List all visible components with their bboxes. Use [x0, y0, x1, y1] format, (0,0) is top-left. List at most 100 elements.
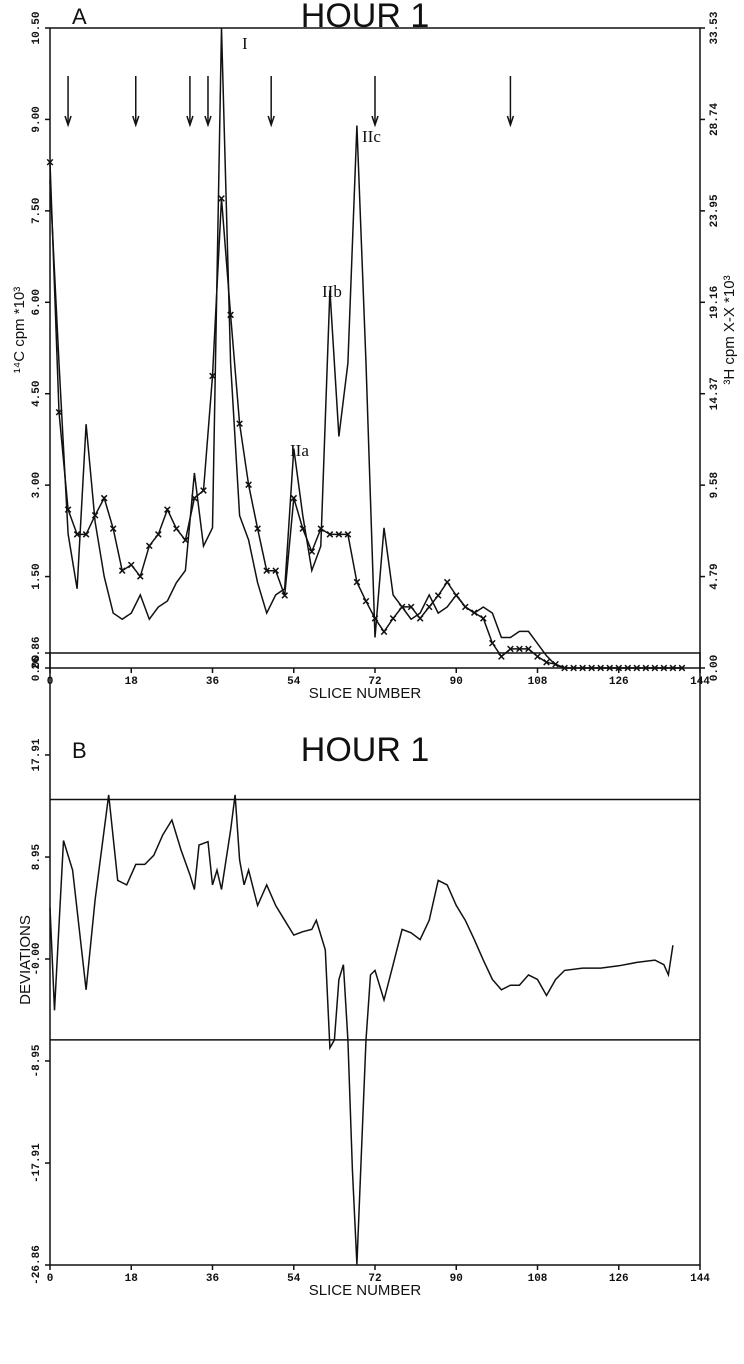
x-marker	[480, 615, 487, 622]
y-axis-label: ¹⁴C cpm *10³	[11, 287, 28, 373]
x-marker	[660, 664, 668, 672]
x-tick-label: 36	[206, 1273, 219, 1285]
x-marker	[281, 592, 289, 599]
x-marker	[651, 664, 659, 672]
y-tick-label: 10.50	[31, 11, 43, 44]
x-marker	[407, 603, 415, 611]
series-line	[49, 162, 682, 669]
x-axis-label: SLICE NUMBER	[309, 685, 422, 702]
x-marker	[272, 567, 280, 574]
x-marker	[534, 653, 541, 660]
x-marker	[507, 645, 514, 653]
x-marker	[46, 158, 54, 166]
x-marker	[182, 536, 189, 544]
arrow-head	[371, 115, 379, 128]
x-marker	[290, 494, 298, 502]
y-tick-label: 6.00	[31, 289, 43, 315]
x-tick-label: 90	[450, 1273, 463, 1285]
x-marker	[353, 578, 361, 586]
x-marker	[633, 664, 641, 672]
arrow-head	[132, 115, 140, 128]
y-tick-label: -8.95	[31, 1044, 43, 1077]
y2-tick-label: 19.16	[709, 286, 721, 319]
x-tick-label: 72	[368, 1273, 381, 1285]
x-marker	[371, 615, 379, 622]
peak-annotation: IIc	[362, 127, 381, 146]
x-marker	[516, 645, 523, 653]
series-line	[49, 794, 674, 1265]
x-tick-label: 108	[528, 1273, 548, 1285]
x-tick-label: 90	[450, 676, 463, 688]
peak-annotation: IIa	[290, 441, 309, 460]
x-marker	[236, 420, 243, 428]
x-tick-label: 54	[287, 1273, 301, 1285]
x-marker	[91, 511, 99, 519]
arrow-head	[186, 115, 194, 128]
y-tick-label: 1.50	[31, 563, 43, 589]
chart-title: HOUR 1	[301, 0, 429, 35]
series-line	[49, 27, 682, 669]
x-marker	[308, 548, 316, 555]
x-marker	[227, 311, 234, 319]
y2-tick-label: 9.58	[709, 472, 721, 499]
x-tick-label: 36	[206, 676, 219, 688]
x-marker	[525, 645, 532, 653]
x-marker	[136, 573, 144, 580]
y-tick-label: -17.91	[31, 1143, 43, 1183]
arrow-head	[64, 115, 72, 128]
y-tick-label: 9.00	[31, 106, 43, 132]
x-marker	[579, 664, 586, 672]
panel-label: B	[72, 738, 87, 763]
chart-title: HOUR 1	[301, 731, 429, 769]
x-tick-label: 54	[287, 676, 301, 688]
x-marker	[561, 664, 568, 672]
x-marker	[82, 531, 90, 538]
peak-annotation: I	[242, 34, 248, 53]
x-tick-label: 144	[690, 1273, 710, 1285]
x-marker	[678, 664, 686, 672]
x-marker	[543, 658, 550, 666]
x-marker	[461, 603, 469, 611]
x-marker	[570, 664, 577, 672]
x-marker	[434, 592, 442, 599]
x-marker	[443, 578, 451, 586]
x-marker	[299, 525, 307, 532]
x-marker	[389, 615, 397, 622]
y2-tick-label: 14.37	[709, 377, 721, 410]
x-tick-label: 18	[125, 676, 139, 688]
y-tick-label: 8.95	[31, 843, 43, 870]
x-marker	[263, 567, 270, 574]
x-marker	[362, 597, 370, 605]
x-marker	[669, 664, 677, 672]
x-marker	[118, 567, 126, 574]
x-marker	[642, 664, 650, 672]
y-tick-label: 17.91	[31, 738, 43, 771]
x-tick-label: 72	[368, 676, 381, 688]
x-marker	[245, 481, 252, 489]
x-marker	[498, 653, 505, 660]
x-marker	[173, 525, 180, 532]
x-marker	[254, 525, 261, 532]
x-marker	[335, 531, 343, 538]
x-marker	[380, 628, 388, 636]
y-tick-label: -26.86	[31, 1245, 43, 1285]
y2-tick-label: 23.95	[709, 194, 721, 227]
panel-label: A	[72, 4, 87, 29]
x-marker	[164, 506, 171, 513]
x-marker	[326, 531, 334, 538]
y-tick-label: 7.50	[31, 198, 43, 224]
x-marker	[64, 506, 72, 513]
x-marker	[73, 531, 81, 538]
x-tick-label: 126	[609, 676, 629, 688]
x-marker	[145, 542, 153, 550]
x-marker	[425, 603, 433, 611]
x-marker	[218, 195, 225, 202]
x-tick-label: 126	[609, 1273, 629, 1285]
x-marker	[155, 531, 162, 538]
x-tick-label: 0	[47, 1273, 54, 1285]
x-marker	[624, 664, 632, 672]
x-marker	[191, 494, 198, 502]
x-marker	[452, 592, 460, 599]
x-marker	[552, 660, 559, 668]
